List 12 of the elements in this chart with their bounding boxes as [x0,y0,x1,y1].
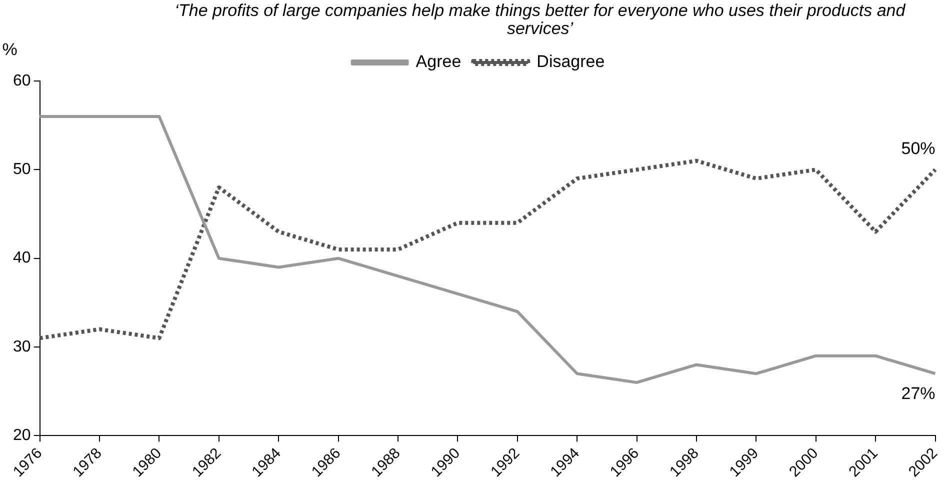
annotation: 50% [901,138,936,158]
y-tick-label: 30 [13,338,31,356]
y-tick-label: 40 [13,250,31,267]
line-series [38,158,938,340]
y-tick-label: 50 [13,161,31,178]
y-tick-label: 60 [13,72,31,90]
legend-label: Disagree [536,52,605,72]
y-tick-label: 20 [13,427,31,444]
annotation: 27% [901,384,936,403]
legend-label: Agree [416,52,462,72]
chart-title: ‘The profits of large companies help make things better for everyone who uses their products and services’ [174,1,907,38]
y-axis-title: % [2,40,18,60]
